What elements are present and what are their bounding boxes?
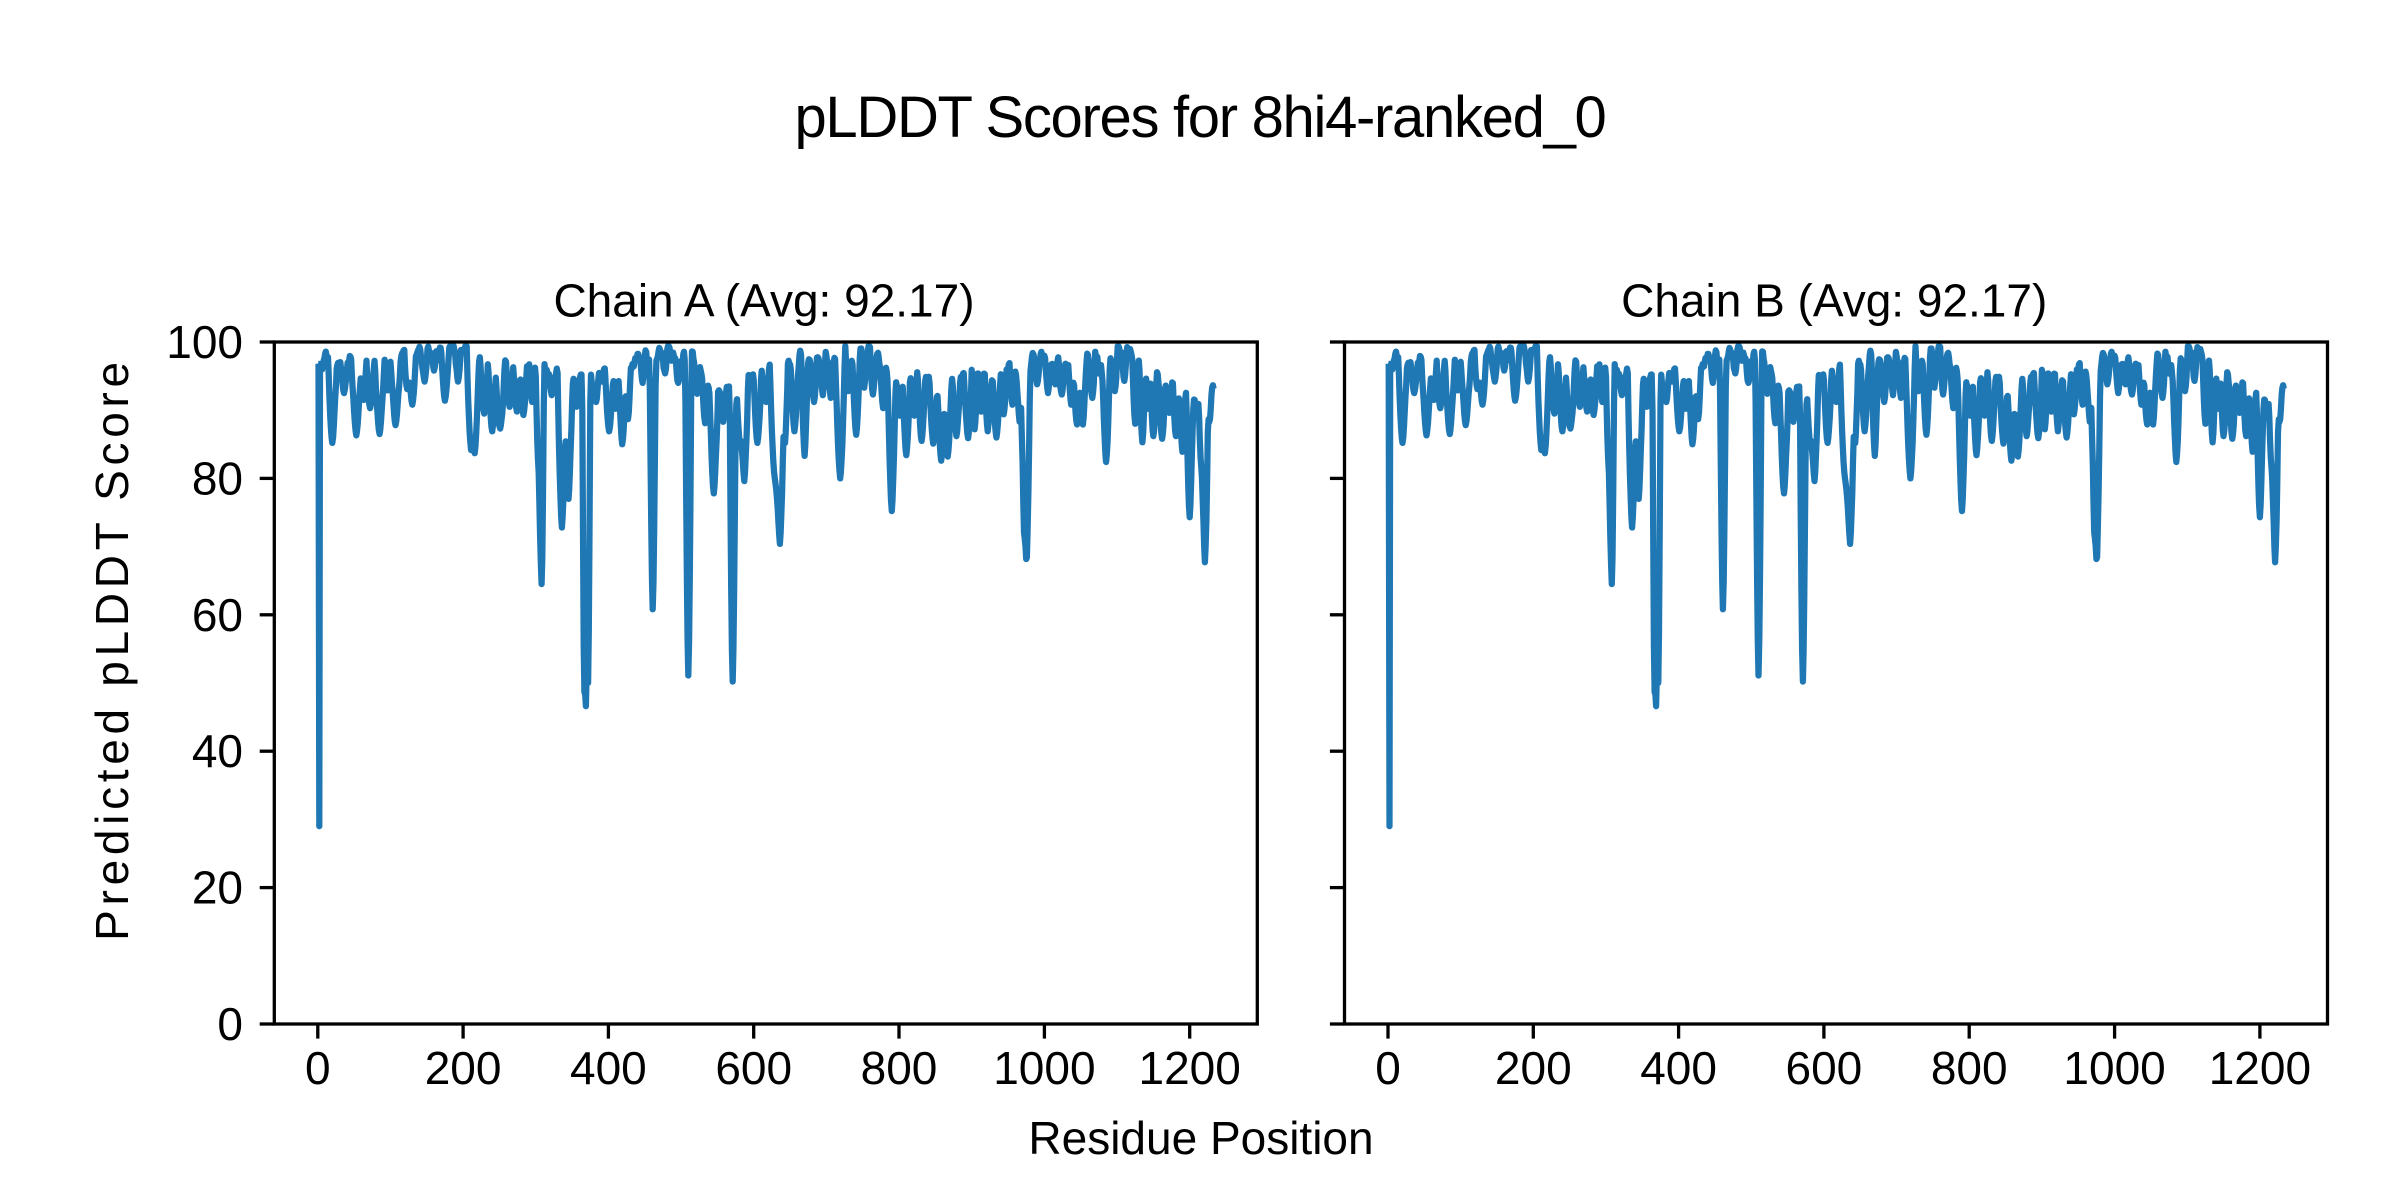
svg-text:Residue Position: Residue Position — [1028, 1112, 1373, 1164]
svg-text:80: 80 — [192, 452, 243, 504]
svg-text:800: 800 — [1931, 1042, 2008, 1094]
svg-text:20: 20 — [192, 862, 243, 914]
svg-text:0: 0 — [305, 1042, 331, 1094]
svg-text:200: 200 — [1495, 1042, 1572, 1094]
svg-text:1000: 1000 — [2063, 1042, 2165, 1094]
svg-text:Predicted pLDDT Score: Predicted pLDDT Score — [86, 357, 138, 941]
svg-text:600: 600 — [715, 1042, 792, 1094]
svg-text:pLDDT Scores for 8hi4-ranked_0: pLDDT Scores for 8hi4-ranked_0 — [794, 85, 1605, 150]
svg-text:Chain A (Avg: 92.17): Chain A (Avg: 92.17) — [553, 275, 974, 327]
svg-text:60: 60 — [192, 589, 243, 641]
svg-text:40: 40 — [192, 725, 243, 777]
svg-text:600: 600 — [1786, 1042, 1863, 1094]
svg-text:1200: 1200 — [2209, 1042, 2311, 1094]
svg-text:0: 0 — [1375, 1042, 1401, 1094]
svg-text:400: 400 — [1640, 1042, 1717, 1094]
svg-text:0: 0 — [217, 998, 243, 1050]
svg-text:1200: 1200 — [1139, 1042, 1241, 1094]
svg-text:200: 200 — [425, 1042, 502, 1094]
svg-text:1000: 1000 — [993, 1042, 1095, 1094]
svg-text:100: 100 — [166, 316, 243, 368]
svg-text:400: 400 — [570, 1042, 647, 1094]
svg-text:800: 800 — [861, 1042, 938, 1094]
svg-text:Chain B (Avg: 92.17): Chain B (Avg: 92.17) — [1621, 275, 2047, 327]
